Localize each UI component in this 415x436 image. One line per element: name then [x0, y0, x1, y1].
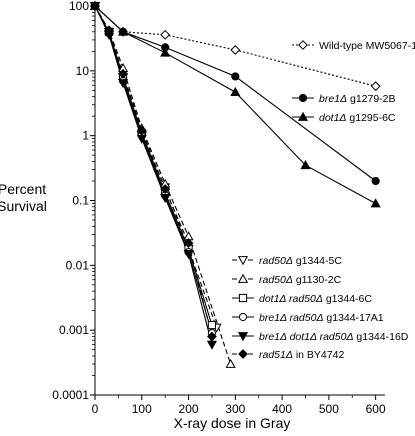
- series-line-7: [94, 5, 213, 345]
- legend-label: bre1Δ g1279-2B: [319, 93, 396, 105]
- data-point-7-4: [160, 193, 171, 204]
- legend-item-1: bre1Δ g1279-2B: [292, 93, 396, 105]
- series-lines: [94, 5, 376, 365]
- legend-item-5: dot1Δ rad50Δ g1344-6C: [232, 293, 372, 305]
- legend-genotype: bre1Δ rad50Δ: [259, 312, 324, 324]
- legend-genotype: bre1Δ dot1Δ rad50Δ: [259, 331, 354, 343]
- x-tick-label: 400: [272, 402, 292, 416]
- legend-item-0: Wild-type MW5067-1C: [292, 40, 415, 52]
- legend-strain: g1344-16D: [354, 331, 409, 343]
- data-point-5-6: [207, 320, 217, 330]
- legend-item-2: dot1Δ g1295-6C: [292, 111, 396, 124]
- data-point-2-1: [118, 26, 129, 36]
- legend-label: bre1Δ rad50Δ g1344-17A1: [259, 312, 384, 324]
- legend-strain: g1344-5C: [293, 255, 342, 267]
- legend-marker: [238, 312, 248, 322]
- x-tick-label: 600: [366, 402, 386, 416]
- legend-strain: g1344-17A1: [324, 312, 384, 324]
- data-point-8-4: [160, 184, 171, 194]
- legend-genotype: bre1Δ: [319, 93, 347, 105]
- data-point-8-1: [104, 25, 114, 36]
- x-axis-label: X-ray dose in Gray: [174, 415, 291, 431]
- data-point-8-5: [183, 238, 194, 249]
- data-point-7-2: [118, 79, 129, 89]
- data-point-2-5: [370, 198, 381, 208]
- legend-genotype: rad51Δ: [259, 349, 293, 361]
- x-tick-label: 200: [179, 402, 199, 416]
- series-line-2: [94, 5, 376, 204]
- legend-label: rad50Δ g1130-2C: [259, 274, 342, 286]
- legend-marker: [237, 273, 249, 283]
- legend-marker: [297, 111, 309, 121]
- data-point-0-3: [230, 45, 241, 55]
- legend-item-7: bre1Δ dot1Δ rad50Δ g1344-16D: [232, 331, 409, 343]
- data-point-2-3: [230, 86, 241, 96]
- x-tick-label: 100: [132, 402, 152, 416]
- axes: [90, 5, 385, 400]
- legend-marker: [238, 349, 248, 359]
- series-line-8: [94, 5, 213, 337]
- x-tick-label: 500: [319, 402, 339, 416]
- legend-label: bre1Δ dot1Δ rad50Δ g1344-16D: [259, 331, 409, 343]
- legend-label: dot1Δ g1295-6C: [319, 112, 396, 124]
- legend-label: rad50Δ g1344-5C: [259, 255, 342, 267]
- legend-item-6: bre1Δ rad50Δ g1344-17A1: [232, 312, 384, 324]
- y-tick-label: 10: [76, 64, 90, 78]
- y-tick-label: 1: [82, 129, 89, 143]
- y-tick-label: 0.001: [59, 323, 89, 337]
- data-point-8-3: [136, 125, 147, 136]
- data-point-2-4: [300, 159, 311, 170]
- legend-strain: g1279-2B: [347, 93, 395, 105]
- legend-genotype: dot1Δ rad50Δ: [259, 293, 323, 305]
- data-point-1-4: [371, 176, 380, 186]
- legend-marker: [298, 40, 308, 50]
- y-tick-label: 0.01: [66, 258, 90, 272]
- legend-strain: g1344-6C: [323, 293, 372, 305]
- data-point-7-6: [206, 340, 217, 350]
- legend-genotype: rad50Δ: [259, 255, 293, 267]
- legend-strain: in BY4742: [293, 349, 345, 361]
- legend-marker: [298, 93, 308, 103]
- y-axis-label-line1: Percent: [0, 181, 46, 197]
- legend-genotype: rad50Δ: [259, 274, 293, 286]
- data-point-4-6: [225, 358, 236, 368]
- series-markers: [89, 0, 381, 368]
- legend-genotype: dot1Δ: [319, 112, 346, 124]
- legend-marker: [237, 332, 249, 342]
- data-point-0-4: [370, 81, 381, 92]
- data-point-2-2: [160, 47, 171, 57]
- y-tick-label: 100: [69, 0, 89, 13]
- legend-marker: [237, 256, 249, 266]
- legend-label: dot1Δ rad50Δ g1344-6C: [259, 293, 372, 305]
- legend-label: Wild-type MW5067-1C: [319, 40, 415, 52]
- x-tick-label: 300: [225, 402, 245, 416]
- data-point-8-6: [207, 331, 217, 342]
- y-axis-label-line2: Survival: [0, 198, 47, 214]
- legend-marker: [238, 293, 248, 303]
- data-point-1-3: [231, 72, 240, 81]
- data-point-8-2: [118, 68, 128, 79]
- legend-strain: g1295-6C: [346, 112, 395, 124]
- legend-item-8: rad51Δ in BY4742: [232, 349, 344, 361]
- y-tick-label: 0.1: [72, 194, 89, 208]
- data-point-0-2: [160, 29, 171, 40]
- legend-item-3: rad50Δ g1344-5C: [232, 255, 342, 267]
- legend-strain: g1130-2C: [293, 274, 342, 286]
- x-tick-label: 0: [92, 402, 99, 416]
- data-point-8-0: [90, 1, 100, 11]
- y-tick-label: 0.0001: [52, 388, 89, 402]
- data-point-7-5: [183, 250, 194, 260]
- legend-label: rad51Δ in BY4742: [259, 349, 344, 361]
- legend-item-4: rad50Δ g1130-2C: [232, 273, 342, 286]
